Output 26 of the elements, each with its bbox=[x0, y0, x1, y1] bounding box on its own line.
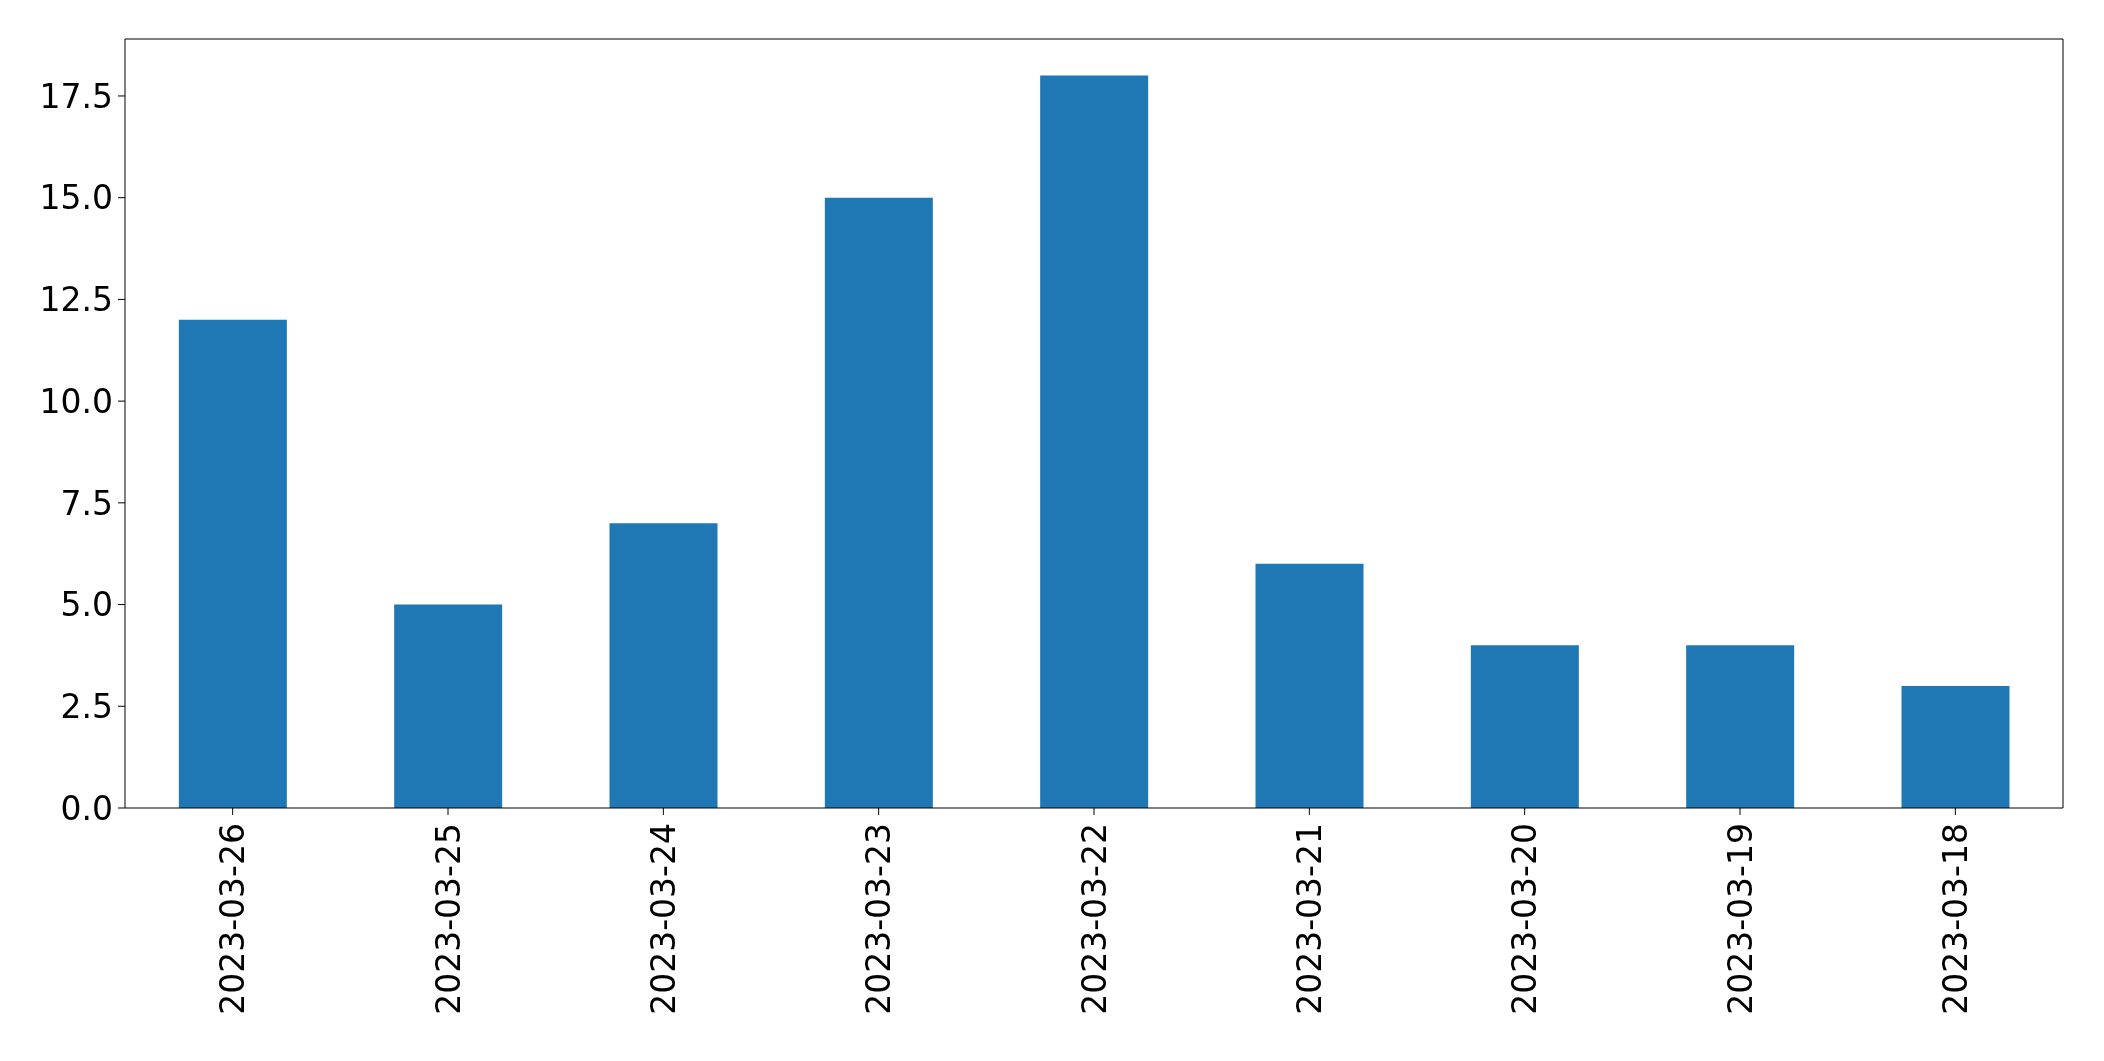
bar bbox=[394, 604, 503, 808]
y-tick-label: 0.0 bbox=[60, 788, 113, 828]
x-tick-label: 2023-03-19 bbox=[1720, 823, 1760, 1015]
bar bbox=[1901, 685, 2010, 808]
bar bbox=[824, 197, 933, 808]
bar bbox=[1686, 645, 1795, 808]
y-tick-label: 17.5 bbox=[39, 76, 113, 116]
y-tick-label: 12.5 bbox=[39, 280, 113, 320]
y-tick-label: 5.0 bbox=[60, 585, 113, 625]
x-tick-label: 2023-03-21 bbox=[1289, 823, 1329, 1015]
x-tick-label: 2023-03-20 bbox=[1505, 823, 1545, 1015]
x-tick-label: 2023-03-23 bbox=[859, 823, 899, 1015]
y-tick-label: 7.5 bbox=[60, 483, 113, 523]
bar bbox=[1040, 75, 1149, 808]
y-tick-label: 10.0 bbox=[39, 381, 113, 421]
x-tick-label: 2023-03-18 bbox=[1935, 823, 1975, 1015]
bar bbox=[178, 319, 287, 808]
x-tick-label: 2023-03-26 bbox=[213, 823, 253, 1015]
bar bbox=[1470, 645, 1579, 808]
y-tick-label: 15.0 bbox=[39, 178, 113, 218]
x-tick-label: 2023-03-24 bbox=[643, 823, 683, 1015]
bar bbox=[609, 523, 718, 808]
bar bbox=[1255, 563, 1364, 808]
x-tick-label: 2023-03-25 bbox=[428, 823, 468, 1015]
y-tick-label: 2.5 bbox=[60, 687, 113, 726]
x-tick-label: 2023-03-22 bbox=[1074, 823, 1114, 1015]
